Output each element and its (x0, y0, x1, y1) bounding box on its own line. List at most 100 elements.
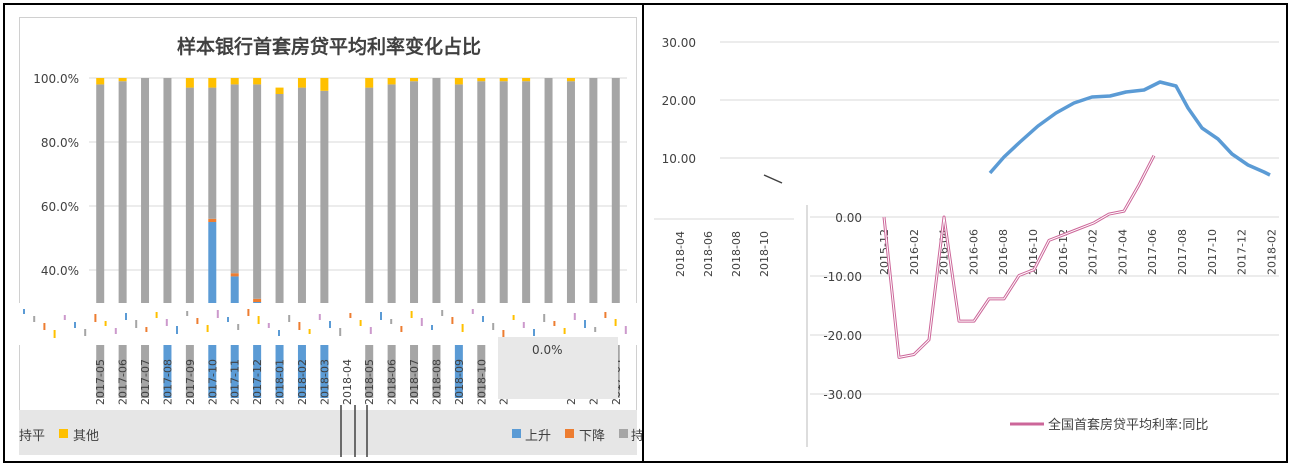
glitch-mark (247, 309, 250, 316)
glitch-mark (145, 327, 148, 332)
x-tick-label-lower: 2017-10 (1206, 229, 1219, 275)
bar-segment (275, 94, 284, 306)
x-tick-label-lower: 2017-06 (1146, 229, 1159, 275)
x-tick-label: 2017-08 (161, 359, 174, 405)
glitch-mark (216, 310, 219, 318)
bar-segment (118, 78, 127, 82)
x-tick-label: 2017-09 (184, 359, 197, 405)
x-tick-label: 2018-10 (475, 359, 488, 405)
glitch-mark (420, 318, 423, 326)
glitch-mark (43, 323, 46, 330)
bar-segment (297, 318, 306, 398)
left-legend: 持平 其他 上升 下降 持 (19, 410, 642, 455)
glitch-mark (288, 315, 291, 322)
bar-segment (253, 302, 262, 398)
y-tick-label-lower: 0.00 (835, 211, 862, 225)
x-tick-label: 2018-04 (341, 359, 354, 405)
glitch-mark (165, 319, 168, 326)
bar-segment (253, 84, 262, 299)
x-tick-label-lower: 2018-02 (1265, 229, 1278, 275)
bar-segment (410, 81, 419, 398)
bar-segment (185, 87, 194, 398)
glitch-mark (431, 325, 433, 330)
bar-segment (320, 78, 329, 91)
x-tick-label: 2017-06 (117, 359, 130, 405)
glitch-mark (298, 322, 301, 330)
x-tick-label-lower: 2016-06 (967, 229, 980, 275)
glitch-mark (84, 329, 87, 336)
x-tick-label: 2017-11 (229, 359, 242, 405)
bar-segment (118, 81, 127, 398)
bar-segment (544, 78, 553, 398)
glitch-mark (308, 329, 311, 334)
x-tick-label-lower: 2017-04 (1116, 229, 1129, 275)
bar-segment (163, 324, 172, 398)
glitch-mark (318, 314, 321, 320)
x-tick-label-lower: 2016-12 (1057, 229, 1070, 275)
glitch-mark (522, 322, 525, 328)
glitch-mark (410, 311, 413, 318)
glitch-mark (33, 316, 36, 322)
bar-segment (208, 87, 217, 219)
bar-segment (275, 308, 284, 398)
series-line-upper (988, 80, 1271, 177)
glitch-mark (267, 323, 270, 328)
series-line-lower (882, 154, 1156, 359)
bar-segment (387, 78, 396, 85)
bar-segment (365, 78, 374, 88)
glitch-mark (359, 320, 362, 326)
glitch-panel (498, 337, 618, 399)
glitch-line (763, 174, 783, 184)
x-tick-label: 2018-03 (318, 359, 331, 405)
x-tick-label-upper: 2018-04 (674, 231, 687, 277)
bar-segment (611, 78, 620, 398)
glitch-mark (23, 309, 25, 314)
bar-segment (410, 78, 419, 82)
glitch-mark (584, 320, 586, 328)
bar-segment (230, 273, 239, 277)
glitch-mark (482, 316, 484, 322)
legend-up-swatch (512, 429, 521, 438)
y-tick-label: 40.0% (41, 264, 79, 278)
glitch-mark (502, 330, 505, 338)
y-tick-label: 100.0% (33, 72, 79, 86)
x-tick-label-upper: 2018-08 (730, 231, 743, 277)
bar-segment (432, 78, 441, 398)
bar-segment (163, 78, 172, 315)
bar-segment (208, 78, 217, 88)
bar-segment (566, 81, 575, 398)
glitch-mark (553, 321, 556, 326)
legend-other-swatch (59, 429, 68, 438)
glitch-mark (390, 319, 393, 324)
legend-up-label: 上升 (525, 429, 552, 444)
glitch-mark (63, 315, 66, 320)
glitch-mark (461, 324, 464, 332)
bar-segment (499, 78, 508, 82)
glitch-mark (227, 317, 229, 322)
left-chart-panel: 样本银行首套房贷平均利率变化占比 持平 其他 上升 下降 持 100.0% 80.… (3, 3, 644, 463)
bar-segment (253, 78, 262, 85)
glitch-mark (206, 325, 209, 332)
glitch-mark (339, 328, 342, 336)
y-tick-label-upper: 10.00 (662, 152, 696, 166)
y-tick-label-lower: -20.00 (823, 329, 862, 343)
glitch-mark (380, 312, 382, 320)
glitch-mark (492, 323, 495, 330)
glitch-mark (573, 313, 576, 320)
bar-segment (185, 78, 194, 88)
glitch-mark (471, 309, 474, 314)
bar-segment (566, 78, 575, 82)
bar-segment (522, 81, 531, 398)
bar-segment (477, 81, 486, 398)
x-tick-label-upper: 2018-06 (702, 231, 715, 277)
bar-segment (365, 87, 374, 398)
x-tick-label-lower: 2017-12 (1236, 229, 1249, 275)
bar-segment (297, 78, 306, 88)
x-tick-label: 2018-08 (430, 359, 443, 405)
bar-segment (454, 84, 463, 338)
glitch-mark (624, 326, 627, 334)
glitch-mark (237, 324, 240, 330)
x-tick-label: 2018-06 (386, 359, 399, 405)
glitch-mark (563, 328, 566, 334)
bar-segment (253, 298, 262, 302)
